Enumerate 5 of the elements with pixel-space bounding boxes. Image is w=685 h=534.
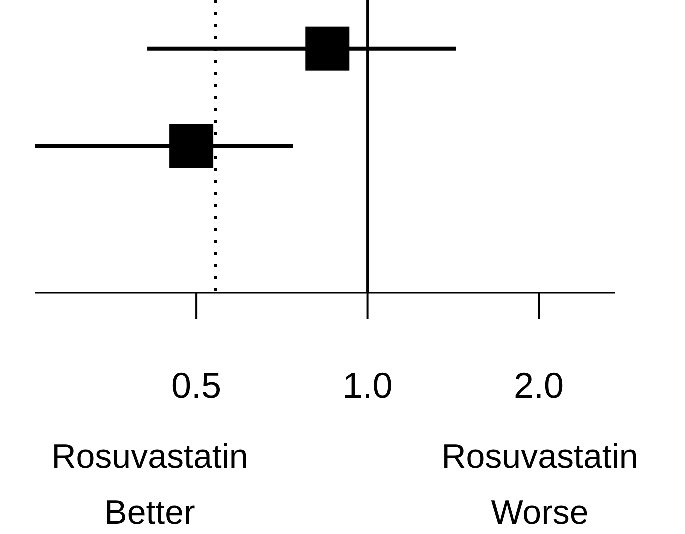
- x-tick-label: 2.0: [514, 365, 564, 406]
- text: Rosuvastatin Better: [52, 438, 248, 532]
- x-tick-label: 0.5: [172, 365, 222, 406]
- text: Rosuvastatin Worse: [442, 438, 638, 532]
- x-tick-label: 1.0: [342, 365, 393, 406]
